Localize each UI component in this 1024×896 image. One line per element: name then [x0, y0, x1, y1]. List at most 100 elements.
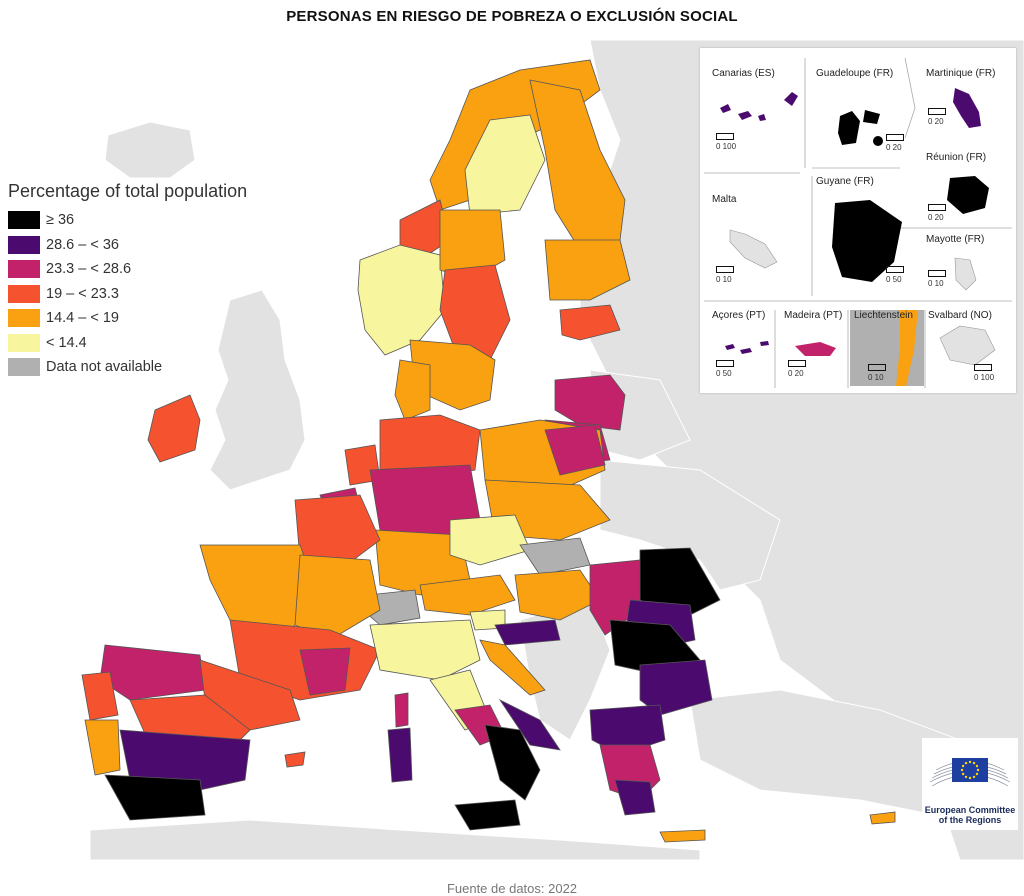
eu-star-icon [968, 760, 972, 764]
scale-bar: 0 10 [716, 266, 734, 284]
region-finland-south [544, 239, 631, 301]
map-title: PERSONAS EN RIESGO DE POBREZA O EXCLUSIÓ… [286, 8, 738, 25]
eu-star-icon [964, 775, 968, 779]
region-france-southeast [299, 647, 351, 696]
inset-guadeloupe-map [838, 110, 883, 146]
eu-star-icon [975, 764, 979, 768]
scale-bar: 0 50 [716, 360, 734, 378]
scale-bar: 0 20 [886, 134, 904, 152]
legend-item: 28.6 – < 36 [8, 233, 247, 258]
source-note: Fuente de datos: 2022 [446, 881, 578, 896]
inset-liechtenstein: Liechtenstein 0 10 [850, 304, 926, 392]
region-ireland [147, 394, 201, 463]
legend-swatch [8, 260, 40, 279]
legend-title: Percentage of total population [8, 181, 248, 201]
land-iceland [104, 121, 196, 179]
region-france-center [294, 554, 381, 641]
region-hungary [514, 569, 601, 621]
region-bulgaria [639, 659, 713, 716]
legend-label: ≥ 36 [46, 212, 75, 229]
inset-title: Mayotte (FR) [926, 234, 985, 245]
region-croatia [494, 619, 561, 646]
region-denmark [394, 359, 431, 421]
region-spain-north [99, 644, 206, 701]
eu-flag-icon [929, 758, 1011, 787]
inset-title: Martinique (FR) [926, 68, 996, 79]
cor-logo: European Committee of the Regions [922, 738, 1018, 830]
legend-swatch [8, 235, 40, 254]
region-peloponnese [614, 779, 656, 816]
legend-item: 14.4 – < 19 [8, 306, 247, 331]
region-balearics [284, 751, 306, 768]
inset-guyane: Guyane (FR) 0 50 [808, 172, 908, 296]
region-italy-north [369, 619, 481, 681]
inset-acores: Açores (PT) 0 50 [700, 304, 775, 392]
eu-star-icon [961, 764, 965, 768]
scale-label: 0 20 [788, 369, 804, 378]
region-norway-south [357, 244, 446, 356]
inset-panel: Canarias (ES) 0 100 Guadeloupe (FR) 0 20… [700, 48, 1016, 393]
region-spain-southcentral [119, 729, 251, 791]
legend-swatch [8, 284, 40, 303]
eu-star-icon [960, 768, 964, 772]
scale-label: 0 20 [928, 117, 944, 126]
scale-label: 0 50 [716, 369, 732, 378]
scale-bar: 0 100 [716, 133, 736, 151]
region-estonia [559, 304, 621, 341]
inset-title: Svalbard (NO) [928, 310, 992, 321]
inset-mayotte: Mayotte (FR) 0 10 [920, 230, 1016, 296]
region-slovakia [519, 537, 591, 576]
region-cyprus [869, 811, 896, 825]
eu-star-icon [976, 768, 980, 772]
inset-martinique-map [953, 88, 981, 128]
legend-swatch [8, 358, 40, 377]
inset-canarias: Canarias (ES) 0 100 [700, 48, 805, 168]
scale-label: 0 10 [716, 275, 732, 284]
scale-label: 0 20 [886, 143, 902, 152]
inset-title: Liechtenstein [854, 310, 913, 321]
inset-reunion: Réunion (FR) 0 20 [920, 148, 1016, 228]
scale-bar: 0 100 [974, 364, 994, 382]
region-portugal-south [84, 719, 121, 776]
eu-star-icon [968, 776, 972, 780]
inset-svalbard-map [939, 325, 996, 366]
region-portugal-north [81, 671, 119, 721]
scale-label: 0 100 [716, 142, 737, 151]
scale-label: 0 100 [974, 373, 995, 382]
land-north-africa [89, 819, 701, 860]
region-czechia [449, 514, 531, 566]
region-sicily [454, 799, 521, 831]
region-sweden-north [464, 114, 546, 216]
inset-title: Canarias (ES) [712, 68, 775, 79]
inset-canarias-map [720, 92, 798, 121]
inset-title: Réunion (FR) [926, 152, 987, 163]
inset-title: Madeira (PT) [784, 310, 843, 321]
region-corsica [394, 692, 409, 728]
scale-bar: 0 20 [928, 108, 946, 126]
inset-svalbard: Svalbard (NO) 0 100 [926, 304, 1016, 392]
region-italy-south [484, 724, 541, 801]
inset-mayotte-map [954, 257, 977, 291]
legend-item: 23.3 – < 28.6 [8, 257, 247, 282]
legend-item: < 14.4 [8, 331, 247, 356]
region-crete [659, 829, 706, 843]
scale-label: 0 10 [868, 373, 884, 382]
scale-label: 0 50 [886, 275, 902, 284]
scale-bar: 0 50 [886, 266, 904, 284]
region-austria [419, 574, 516, 616]
inset-dividers [704, 57, 1012, 388]
legend-label: Data not available [46, 359, 163, 376]
inset-title: Açores (PT) [712, 310, 766, 321]
region-italy-puglia [498, 698, 561, 751]
inset-malta-map [729, 229, 778, 269]
land-ukraine [599, 459, 781, 591]
legend-swatch [8, 211, 40, 230]
legend-label: < 14.4 [46, 334, 87, 351]
eu-star-icon [975, 772, 979, 776]
inset-guyane-map [832, 200, 902, 282]
legend-swatch [8, 333, 40, 352]
inset-reunion-map [947, 176, 989, 214]
inset-malta: Malta 0 10 [700, 176, 805, 296]
scale-bar: 0 10 [868, 364, 886, 382]
legend-swatch [8, 309, 40, 328]
